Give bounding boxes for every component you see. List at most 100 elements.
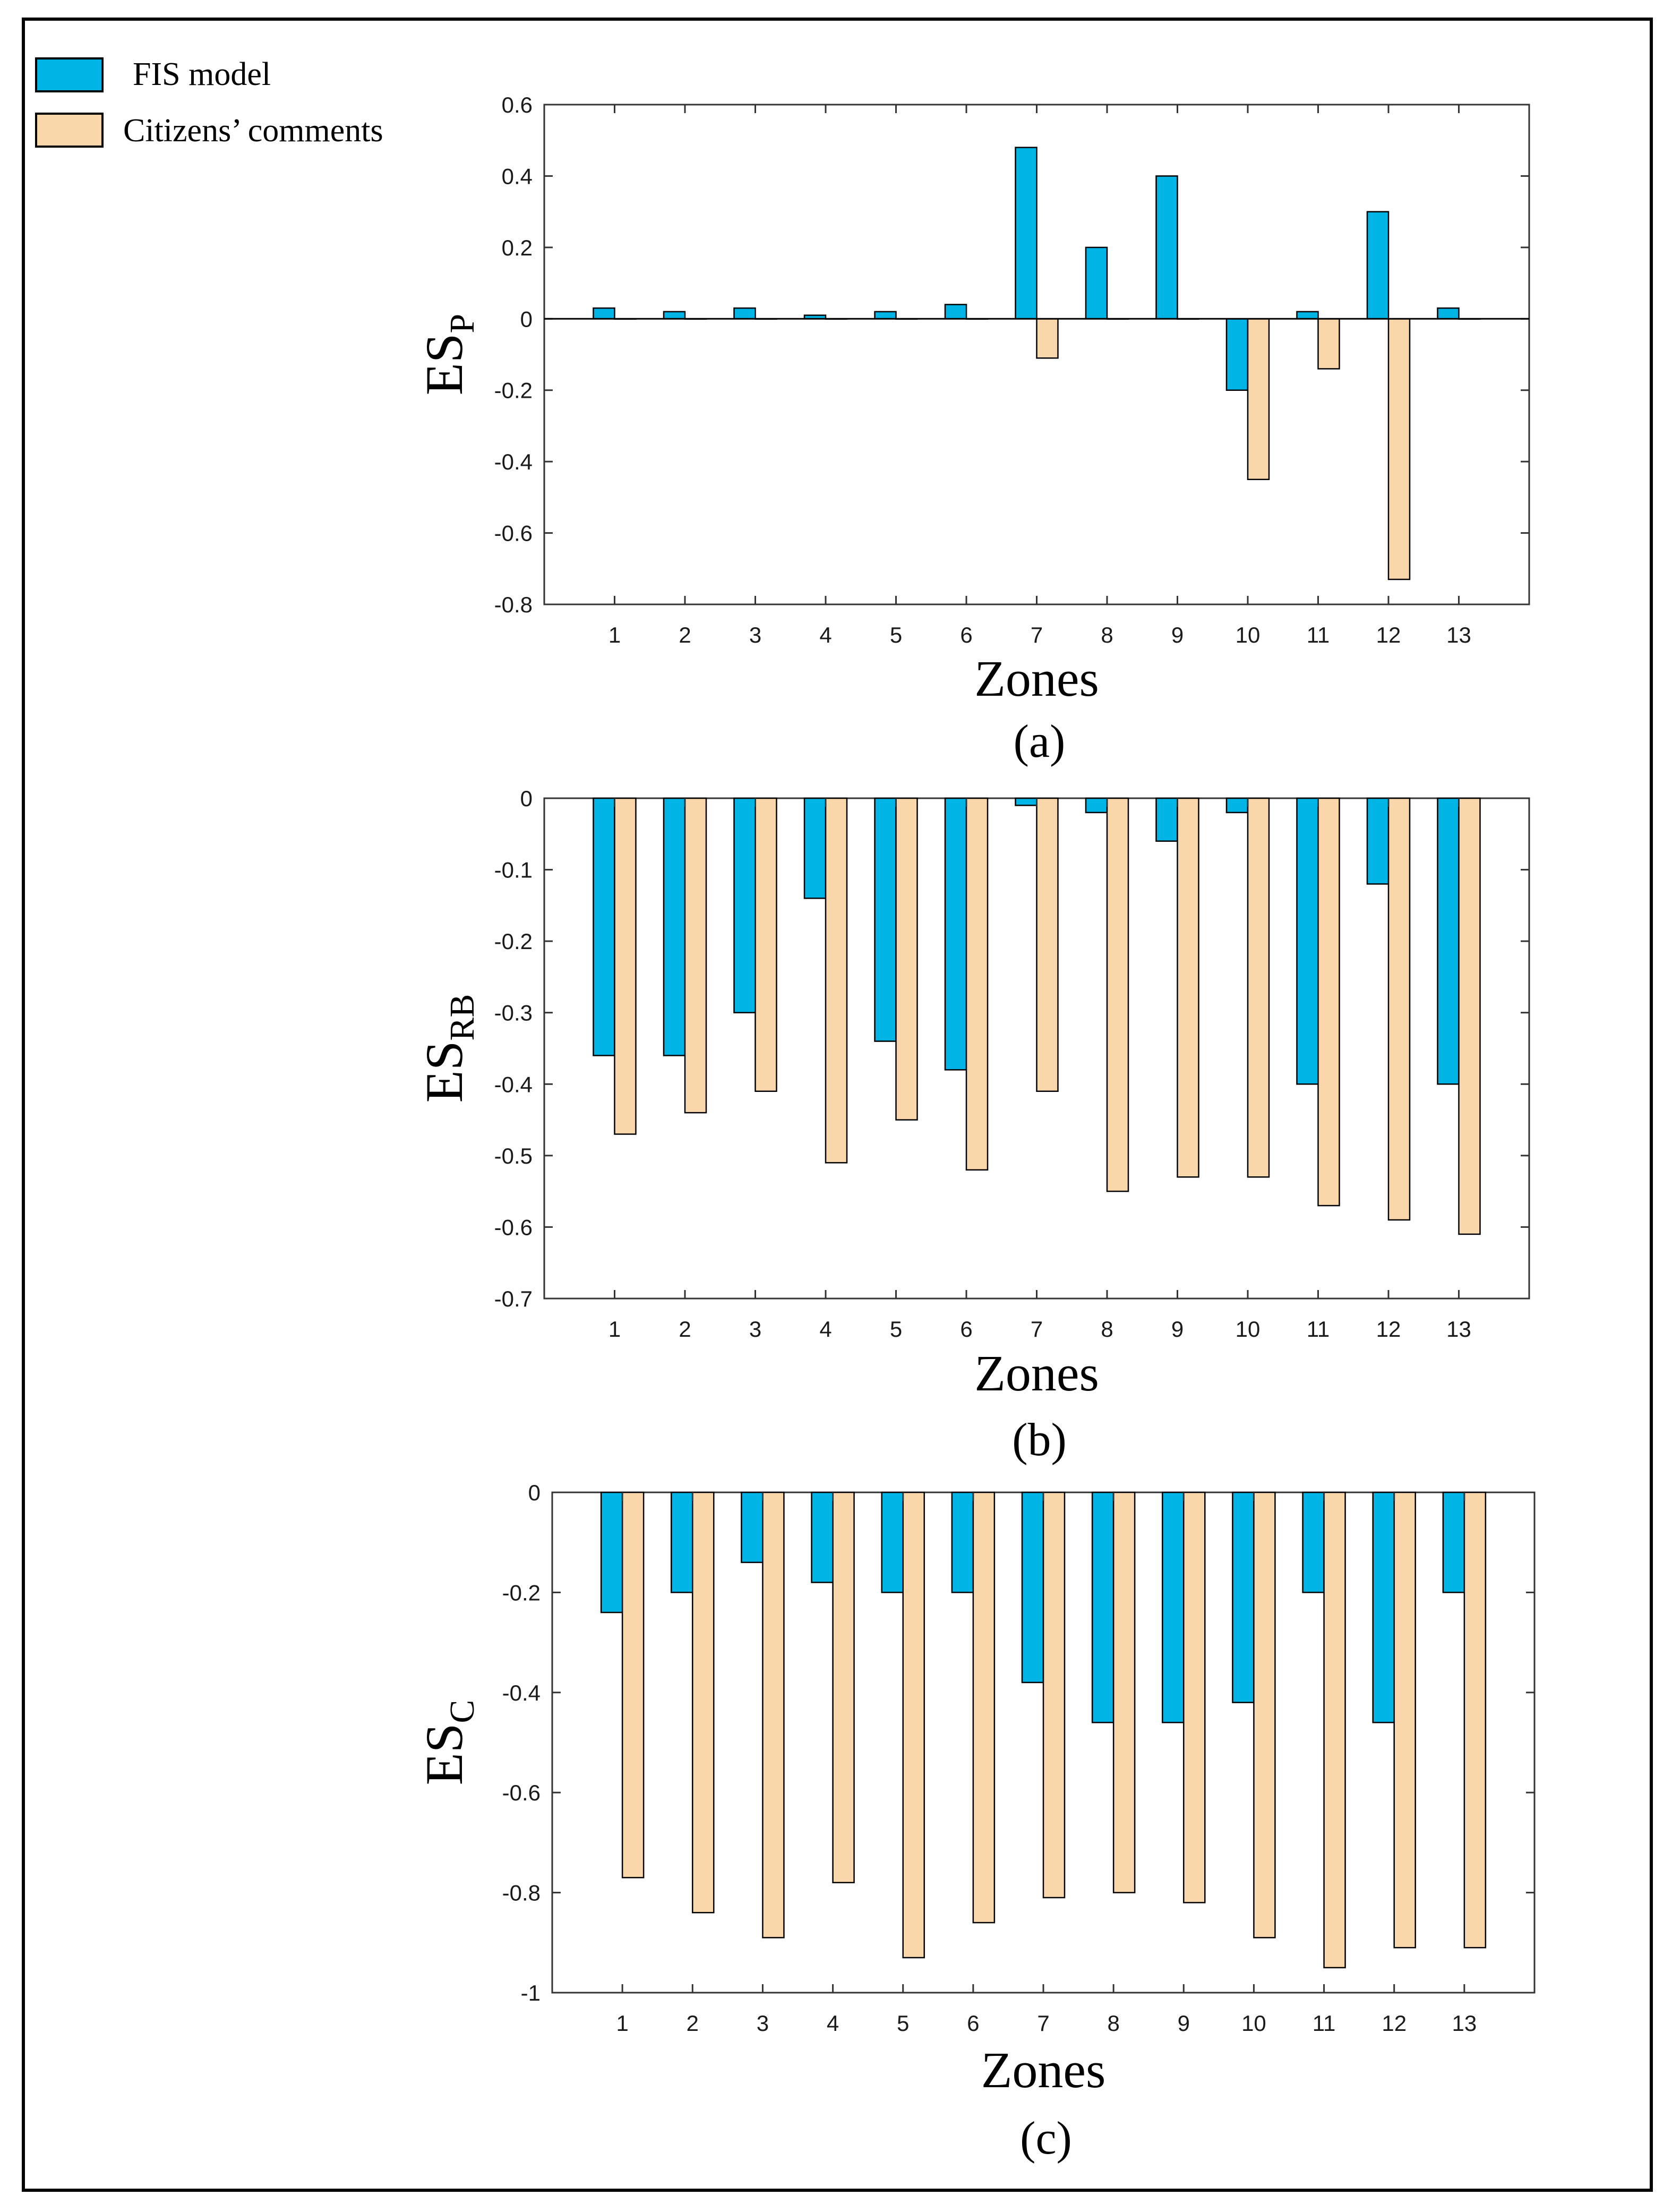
bar-fis-model [1155, 175, 1178, 320]
bar-citizens-comments [825, 797, 848, 1164]
y-tick-label: -0.2 [494, 929, 533, 954]
y-tick-label: -0.4 [494, 1072, 533, 1097]
bar-fis-model [593, 307, 615, 320]
x-tick-label: 6 [967, 2011, 979, 2036]
bar-citizens-comments [1112, 1491, 1136, 1893]
x-tick-label: 6 [960, 622, 972, 647]
x-tick-label: 5 [890, 622, 902, 647]
y-tick-label: -0.4 [494, 449, 533, 474]
bar-fis-model [733, 797, 756, 1013]
chart-c: -1-0.8-0.6-0.4-0.201 2 3 4 5 6 7 8 9 10 11 12 13Zone… [415, 1480, 1536, 2164]
y-axis-label-main: ES [415, 334, 474, 396]
x-tick-label: 5 [897, 2011, 909, 2036]
x-tick-label: 4 [819, 1317, 831, 1342]
x-tick-label: 9 [1171, 622, 1184, 647]
bar-fis-model [803, 797, 827, 899]
y-tick-label: 0.4 [502, 164, 533, 189]
bar-fis-model [1085, 246, 1108, 320]
panel-label: (c) [1020, 2113, 1072, 2164]
bar-fis-model [1296, 797, 1319, 1085]
bar-citizens-comments [972, 1491, 996, 1924]
x-tick-label: 11 [1307, 622, 1330, 647]
y-tick-label: -0.8 [502, 1881, 541, 1906]
x-tick-label: 3 [757, 2011, 769, 2036]
bar-citizens-comments [1387, 797, 1411, 1221]
x-tick-label: 11 [1307, 1317, 1330, 1342]
x-tick-label: 3 [749, 622, 761, 647]
bar-fis-model [1021, 1491, 1044, 1684]
x-tick-label: 9 [1178, 2011, 1190, 2036]
bar-fis-model [1437, 797, 1460, 1085]
x-axis-label: Zones [981, 2042, 1106, 2098]
y-tick-label: -0.6 [502, 1780, 541, 1805]
x-tick-label: 6 [960, 1317, 972, 1342]
y-tick-label: -0.6 [494, 521, 533, 546]
bar-fis-model [741, 1491, 764, 1564]
bar-fis-model [944, 304, 967, 320]
y-tick-label: -0.2 [502, 1580, 541, 1605]
x-axis-label: Zones [974, 1345, 1099, 1402]
y-axis-label-sub: RB [443, 994, 482, 1041]
x-tick-label: 7 [1037, 2011, 1049, 2036]
y-axis-label-main: ES [415, 1041, 474, 1103]
x-axis-label: Zones [974, 650, 1099, 707]
bar-citizens-comments [1317, 797, 1340, 1207]
legend-swatch-citizens [35, 113, 104, 148]
y-tick-label: 0 [520, 306, 533, 331]
y-tick-label: -0.7 [494, 1286, 533, 1311]
y-tick-label: 0.2 [502, 235, 533, 260]
bar-fis-model [1225, 318, 1249, 391]
x-tick-label: 2 [687, 2011, 699, 2036]
x-tick-label: 12 [1376, 1317, 1401, 1342]
bar-fis-model [1302, 1491, 1325, 1593]
y-axis-label-sub: P [443, 314, 482, 334]
y-axis-label-main: ES [415, 1723, 474, 1786]
bar-citizens-comments [692, 1491, 715, 1914]
x-tick-label: 10 [1241, 2011, 1266, 2036]
bar-fis-model [600, 1491, 623, 1613]
x-tick-label: 11 [1313, 2011, 1336, 2036]
y-axis-label: ESRB [415, 994, 482, 1103]
x-tick-label: 7 [1031, 622, 1043, 647]
bar-fis-model [593, 797, 615, 1056]
bar-citizens-comments [1247, 797, 1270, 1178]
bar-citizens-comments [754, 797, 777, 1092]
y-axis-label-sub: C [443, 1700, 482, 1723]
x-tick-label: 4 [827, 2011, 839, 2036]
x-tick-label: 13 [1446, 1317, 1471, 1342]
bar-fis-model [1366, 211, 1390, 320]
bar-citizens-comments [1323, 1491, 1346, 1969]
x-tick-label: 5 [890, 1317, 902, 1342]
y-axis-label: ESP [415, 314, 482, 395]
bar-fis-model [1225, 797, 1249, 814]
y-tick-label: -0.1 [494, 858, 533, 883]
legend: FIS model Citizens’ comments [35, 56, 383, 149]
x-tick-label: 8 [1107, 2011, 1119, 2036]
chart-b: -0.7-0.6-0.5-0.4-0.3-0.2-0.101 2 3 4 5 6 7 8 9 10… [415, 786, 1530, 1466]
bar-citizens-comments [762, 1491, 785, 1938]
y-axis-label: ESC [415, 1700, 482, 1786]
bar-citizens-comments [1317, 318, 1340, 370]
bar-citizens-comments [1458, 797, 1481, 1235]
x-tick-label: 3 [749, 1317, 761, 1342]
bar-citizens-comments [895, 797, 918, 1121]
bar-citizens-comments [965, 797, 989, 1171]
bar-citizens-comments [1177, 797, 1199, 1178]
bar-fis-model [1155, 797, 1178, 842]
x-tick-label: 13 [1446, 622, 1471, 647]
bar-fis-model [1442, 1491, 1465, 1593]
x-tick-label: 4 [819, 622, 831, 647]
bar-citizens-comments [1387, 318, 1411, 580]
chart-a: -0.8-0.6-0.4-0.200.20.40.61 2 3 4 5 6 7 8 9 10 11 1… [415, 92, 1530, 767]
panel-label: (b) [1012, 1414, 1067, 1466]
bar-fis-model [1015, 797, 1038, 806]
bar-fis-model [1296, 311, 1319, 320]
panel-label: (a) [1014, 716, 1066, 767]
bar-citizens-comments [1183, 1491, 1206, 1903]
y-tick-label: -0.3 [494, 1001, 533, 1026]
bar-citizens-comments [1042, 1491, 1066, 1899]
bar-fis-model [874, 311, 897, 320]
y-tick-label: 0 [528, 1480, 541, 1505]
x-tick-label: 10 [1236, 1317, 1261, 1342]
